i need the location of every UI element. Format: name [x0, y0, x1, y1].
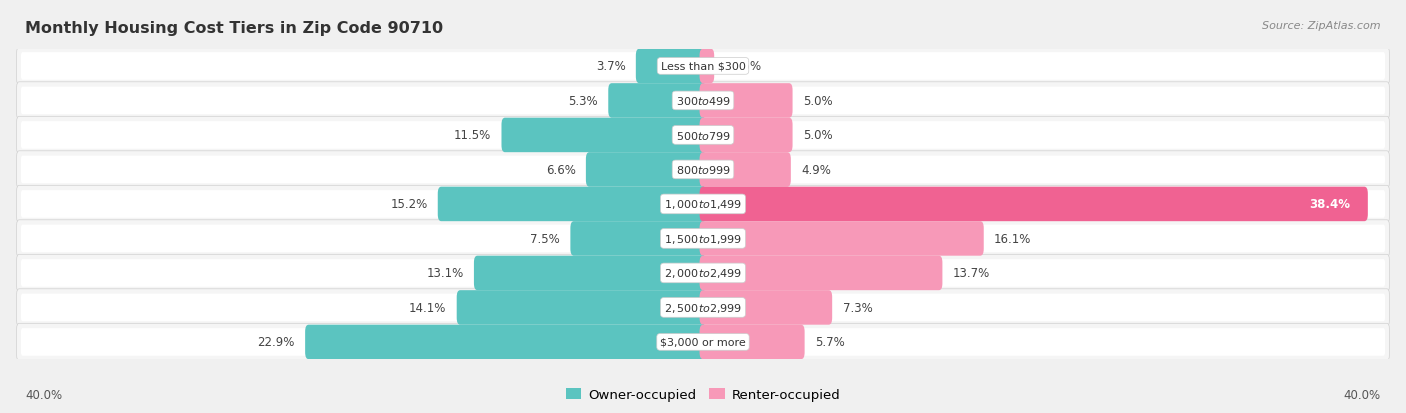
Text: 0.45%: 0.45% — [724, 60, 762, 73]
Text: $2,500 to $2,999: $2,500 to $2,999 — [664, 301, 742, 314]
FancyBboxPatch shape — [17, 83, 1389, 120]
FancyBboxPatch shape — [17, 323, 1389, 361]
FancyBboxPatch shape — [21, 294, 1385, 321]
FancyBboxPatch shape — [21, 225, 1385, 253]
Text: $3,000 or more: $3,000 or more — [661, 337, 745, 347]
Text: 11.5%: 11.5% — [454, 129, 491, 142]
FancyBboxPatch shape — [21, 191, 1385, 218]
FancyBboxPatch shape — [17, 117, 1389, 154]
Text: 7.3%: 7.3% — [842, 301, 872, 314]
Legend: Owner-occupied, Renter-occupied: Owner-occupied, Renter-occupied — [560, 383, 846, 406]
FancyBboxPatch shape — [17, 255, 1389, 292]
FancyBboxPatch shape — [21, 53, 1385, 81]
FancyBboxPatch shape — [17, 152, 1389, 189]
FancyBboxPatch shape — [21, 328, 1385, 356]
FancyBboxPatch shape — [17, 48, 1389, 85]
FancyBboxPatch shape — [21, 156, 1385, 184]
FancyBboxPatch shape — [437, 187, 706, 222]
FancyBboxPatch shape — [305, 325, 706, 359]
FancyBboxPatch shape — [636, 50, 706, 84]
FancyBboxPatch shape — [609, 84, 706, 119]
FancyBboxPatch shape — [17, 186, 1389, 223]
FancyBboxPatch shape — [474, 256, 706, 290]
FancyBboxPatch shape — [21, 88, 1385, 115]
Text: 40.0%: 40.0% — [1344, 388, 1381, 401]
Text: 22.9%: 22.9% — [257, 336, 295, 349]
FancyBboxPatch shape — [700, 153, 790, 187]
Text: 3.7%: 3.7% — [596, 60, 626, 73]
FancyBboxPatch shape — [700, 50, 714, 84]
Text: $2,000 to $2,499: $2,000 to $2,499 — [664, 267, 742, 280]
FancyBboxPatch shape — [586, 153, 706, 187]
Text: $800 to $999: $800 to $999 — [675, 164, 731, 176]
FancyBboxPatch shape — [700, 256, 942, 290]
Text: 14.1%: 14.1% — [409, 301, 446, 314]
FancyBboxPatch shape — [700, 222, 984, 256]
Text: 5.3%: 5.3% — [568, 95, 598, 108]
Text: 5.0%: 5.0% — [803, 95, 832, 108]
FancyBboxPatch shape — [700, 187, 1368, 222]
Text: 5.0%: 5.0% — [803, 129, 832, 142]
Text: 40.0%: 40.0% — [25, 388, 62, 401]
FancyBboxPatch shape — [17, 289, 1389, 326]
Text: 38.4%: 38.4% — [1309, 198, 1351, 211]
Text: $1,000 to $1,499: $1,000 to $1,499 — [664, 198, 742, 211]
Text: 13.1%: 13.1% — [426, 267, 464, 280]
FancyBboxPatch shape — [700, 119, 793, 153]
FancyBboxPatch shape — [457, 290, 706, 325]
FancyBboxPatch shape — [21, 122, 1385, 150]
Text: 16.1%: 16.1% — [994, 233, 1032, 245]
Text: 7.5%: 7.5% — [530, 233, 560, 245]
Text: Less than $300: Less than $300 — [661, 62, 745, 72]
Text: 13.7%: 13.7% — [953, 267, 990, 280]
FancyBboxPatch shape — [17, 220, 1389, 257]
Text: 6.6%: 6.6% — [546, 164, 575, 176]
Text: Source: ZipAtlas.com: Source: ZipAtlas.com — [1263, 21, 1381, 31]
FancyBboxPatch shape — [700, 325, 804, 359]
Text: 5.7%: 5.7% — [815, 336, 845, 349]
Text: $1,500 to $1,999: $1,500 to $1,999 — [664, 233, 742, 245]
Text: 15.2%: 15.2% — [391, 198, 427, 211]
FancyBboxPatch shape — [700, 84, 793, 119]
Text: $300 to $499: $300 to $499 — [675, 95, 731, 107]
FancyBboxPatch shape — [502, 119, 706, 153]
Text: $500 to $799: $500 to $799 — [675, 130, 731, 142]
Text: Monthly Housing Cost Tiers in Zip Code 90710: Monthly Housing Cost Tiers in Zip Code 9… — [25, 21, 443, 36]
FancyBboxPatch shape — [700, 290, 832, 325]
FancyBboxPatch shape — [571, 222, 706, 256]
FancyBboxPatch shape — [21, 259, 1385, 287]
Text: 4.9%: 4.9% — [801, 164, 831, 176]
